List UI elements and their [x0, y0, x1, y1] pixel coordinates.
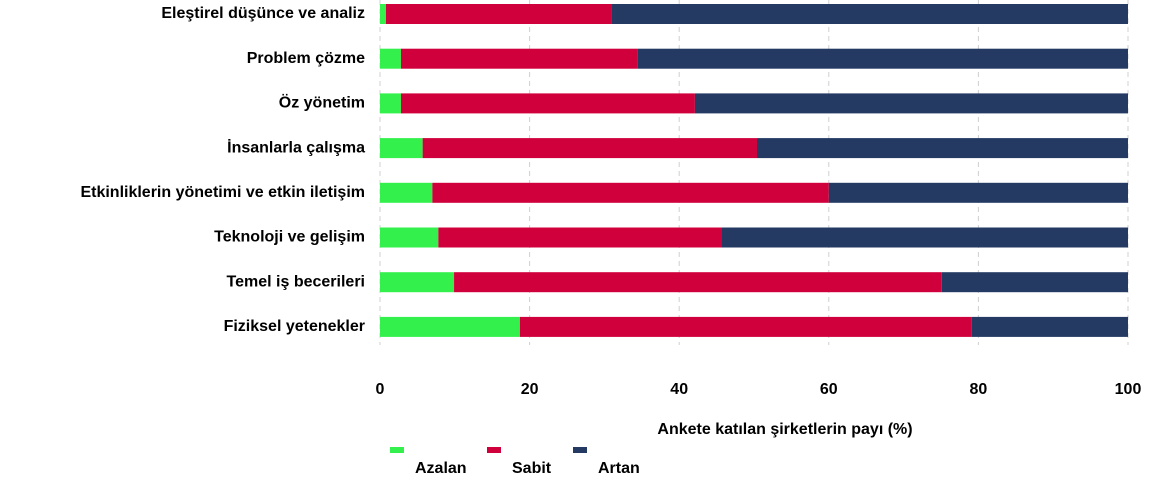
- y-tick-label: Fiziksel yetenekler: [224, 318, 365, 335]
- bar-segment: [380, 48, 401, 69]
- legend-swatch: [390, 447, 404, 453]
- bar-segment: [637, 48, 1128, 69]
- x-tick-label: 80: [970, 381, 988, 398]
- bar-segment: [422, 138, 757, 159]
- x-tick-label: 60: [820, 381, 838, 398]
- bar-segment: [385, 4, 612, 24]
- legend-swatch: [573, 447, 587, 453]
- y-tick-label: Eleştirel düşünce ve analiz: [161, 5, 365, 22]
- bar-segment: [380, 182, 433, 203]
- bar-segment: [611, 4, 1128, 24]
- y-tick-label: Temel iş becerileri: [227, 273, 365, 290]
- bar-segment: [971, 316, 1128, 337]
- y-tick-label: Etkinliklerin yönetimi ve etkin iletişim: [80, 184, 365, 201]
- bar-segment: [438, 227, 722, 248]
- bar-segment: [380, 4, 386, 24]
- bar-segment: [756, 138, 1128, 159]
- x-tick-label: 20: [521, 381, 539, 398]
- x-axis-label: Ankete katılan şirketlerin payı (%): [657, 421, 912, 438]
- bar-segment: [721, 227, 1128, 248]
- bar-segment: [432, 182, 829, 203]
- bar-segment: [941, 272, 1128, 293]
- legend-swatch: [487, 447, 501, 453]
- bar-segment: [454, 272, 942, 293]
- bar-segment: [380, 138, 423, 159]
- y-tick-label: İnsanlarla çalışma: [227, 138, 365, 156]
- bar-segment: [380, 93, 401, 114]
- y-tick-label: Teknoloji ve gelişim: [214, 229, 365, 246]
- legend-label: Artan: [598, 460, 640, 477]
- legend-label: Azalan: [415, 460, 467, 477]
- y-tick-label: Öz yönetim: [279, 93, 365, 112]
- bar-segment: [400, 93, 695, 114]
- bar-segment: [380, 227, 439, 248]
- x-tick-label: 100: [1115, 381, 1142, 398]
- bar-segment: [380, 316, 520, 337]
- bar-segment: [828, 182, 1128, 203]
- bar-segment: [400, 48, 638, 69]
- bar-segment: [519, 316, 972, 337]
- x-tick-label: 40: [670, 381, 688, 398]
- bar-segment: [694, 93, 1128, 114]
- legend-label: Sabit: [512, 460, 552, 477]
- y-tick-label: Problem çözme: [247, 50, 365, 67]
- x-tick-label: 0: [376, 381, 385, 398]
- bar-segment: [380, 272, 455, 293]
